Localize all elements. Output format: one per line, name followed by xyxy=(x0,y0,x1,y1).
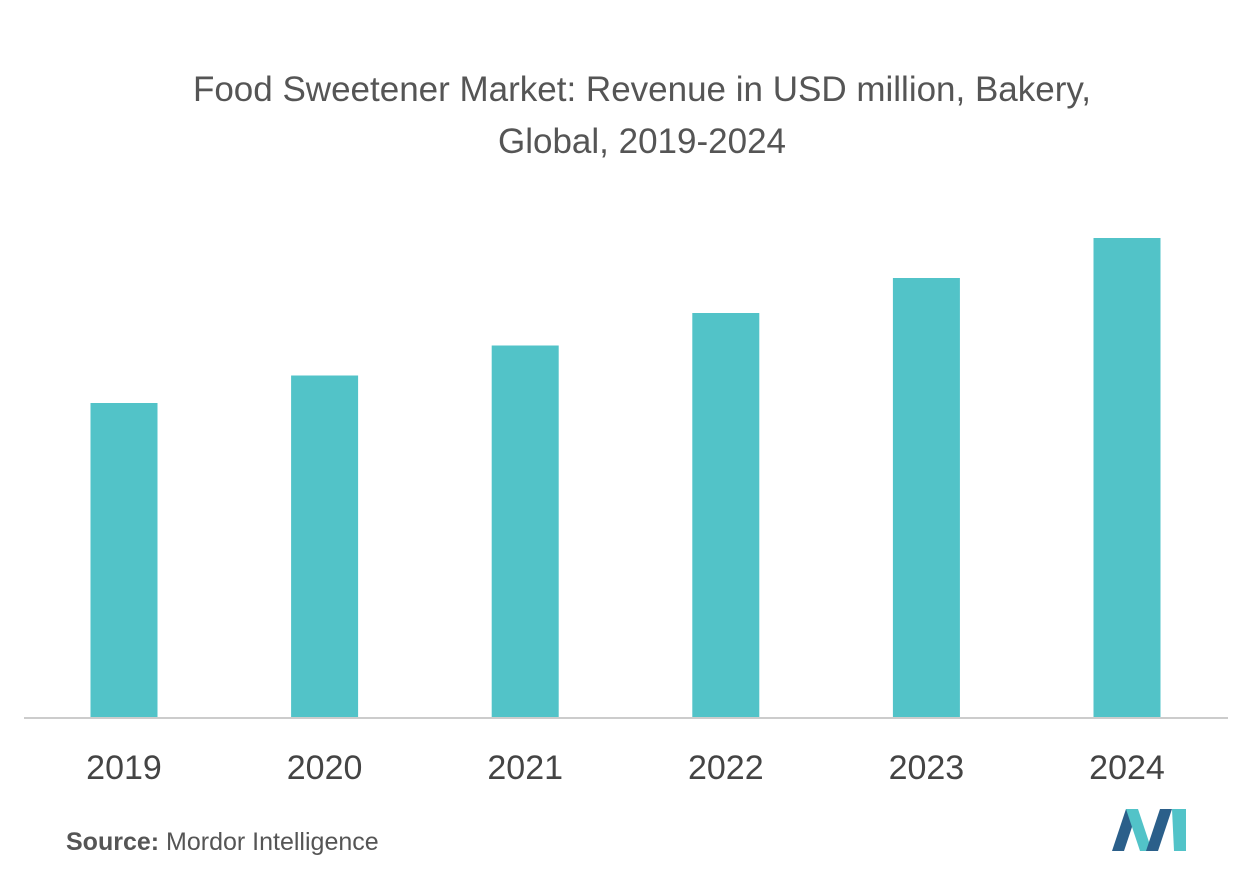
source-text: Mordor Intelligence xyxy=(166,828,379,856)
mordor-intelligence-logo-icon xyxy=(1112,809,1186,851)
bars-group xyxy=(91,238,1161,718)
bar-2019 xyxy=(91,403,158,718)
bar-2020 xyxy=(291,376,358,719)
x-tick-label-2022: 2022 xyxy=(688,749,764,787)
bar-2023 xyxy=(893,278,960,718)
bar-2021 xyxy=(492,346,559,719)
x-tick-label-2024: 2024 xyxy=(1089,749,1165,787)
logo-shape-4 xyxy=(1172,809,1186,851)
source-label: Source: xyxy=(66,828,159,856)
logo-shape-3 xyxy=(1146,809,1172,851)
bar-2024 xyxy=(1094,238,1161,718)
x-tick-label-2020: 2020 xyxy=(287,749,363,787)
x-tick-labels: 2019 2020 2021 2022 2023 2024 xyxy=(86,749,1165,787)
x-tick-label-2023: 2023 xyxy=(889,749,965,787)
x-tick-label-2019: 2019 xyxy=(86,749,162,787)
bar-2022 xyxy=(692,313,759,718)
x-tick-label-2021: 2021 xyxy=(487,749,563,787)
source-note: Source: Mordor Intelligence xyxy=(66,828,379,857)
